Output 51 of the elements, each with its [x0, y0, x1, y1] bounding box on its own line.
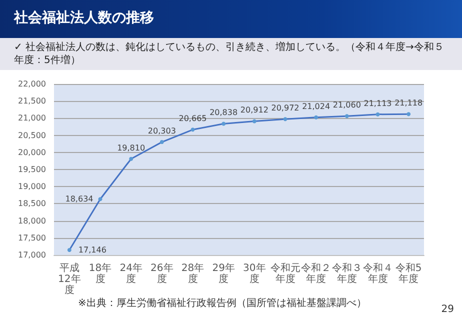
point: [283, 117, 288, 122]
data-label: 20,838: [210, 108, 238, 118]
y-tick-label: 20,000: [18, 148, 46, 157]
point: [98, 197, 102, 202]
point: [376, 112, 380, 116]
data-label: 17,146: [78, 246, 106, 255]
point: [314, 115, 318, 120]
data-label: 21,024: [302, 102, 330, 111]
data-label: 20,972: [271, 104, 300, 113]
x-tick-label: 18年度: [88, 262, 112, 285]
x-tick-label: 28年度: [181, 262, 204, 285]
x-tick-label: 29年度: [212, 262, 235, 285]
y-tick-label: 18,500: [18, 199, 46, 208]
x-tick-label: 令和３年度: [332, 262, 362, 285]
data-label: 20,912: [240, 106, 268, 115]
y-tick-label: 18,000: [18, 216, 46, 226]
data-label: 19,810: [117, 143, 146, 152]
text: ※出典：厚生労働省福祉行政報告例（国所管は福祉基盤課調べ）: [78, 296, 366, 310]
x-tick-label: 平成12年度: [58, 262, 81, 296]
point: [252, 119, 256, 124]
data-label: 18,634: [65, 194, 94, 204]
point: [344, 114, 349, 118]
y-tick-label: 17,000: [18, 250, 46, 260]
x-tick-label: 令和5年度: [395, 262, 422, 285]
x-tick-label: 24年度: [120, 262, 142, 285]
text: 29: [441, 304, 454, 315]
point: [67, 248, 72, 252]
point: [129, 156, 134, 161]
data-label: 21,118: [394, 98, 423, 108]
x-tick-label: 令和４年度: [362, 262, 393, 285]
data-label: 20,665: [178, 114, 207, 124]
x-tick-label: 令和元年度: [270, 262, 300, 285]
point: [406, 112, 411, 116]
y-tick-label: 19,000: [18, 182, 46, 192]
data-label: 21,113: [364, 98, 392, 108]
y-tick-label: 21,500: [18, 96, 46, 106]
y-tick-label: 21,000: [18, 114, 46, 123]
point: [190, 128, 195, 132]
point: [222, 122, 226, 126]
y-tick-label: 20,500: [18, 130, 46, 140]
y-tick-label: 19,500: [18, 165, 46, 174]
y-tick-label: 17,500: [18, 233, 46, 242]
x-tick-label: 26年度: [150, 262, 174, 285]
chart-title: 社会福祉法人数の推移: [0, 0, 462, 38]
point: [160, 140, 164, 144]
data-label: 20,303: [148, 126, 176, 136]
chart-subtitle: ✓ 社会福祉法人の数は、鈍化はしているもの、引き続き、増加している。（令和４年度→令和５年度：5件増）: [0, 38, 462, 70]
x-tick-label: 30年度: [243, 262, 266, 285]
data-label: 21,060: [332, 100, 361, 110]
x-tick-label: 令和２年度: [301, 262, 332, 285]
y-tick-label: 22,000: [18, 80, 46, 88]
